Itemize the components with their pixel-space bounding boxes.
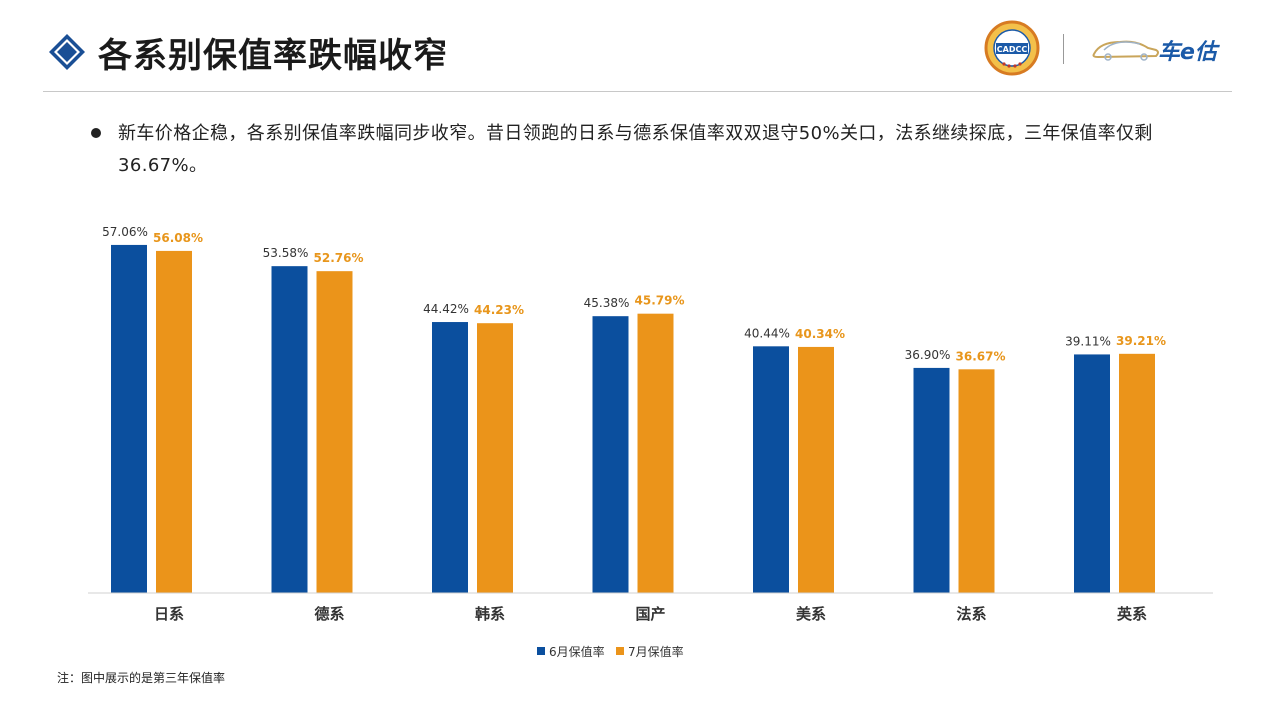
bar-june-3 [592,316,629,593]
bars-group: 57.06% 56.08% 53.58% 52.76% 44.42% 44.23% 45.3… [102,225,1166,594]
data-label-june-2: 44.42% [423,302,469,316]
data-label-july-6: 39.21% [1116,334,1166,348]
legend: 6月保值率 7月保值率 [537,644,684,659]
data-label-june-1: 53.58% [263,246,309,260]
page-title: 各系别保值率跌幅收窄 [98,36,448,76]
diamond-icon [49,34,85,70]
bar-june-1 [271,266,308,593]
bar-july-4 [798,346,834,593]
data-label-july-5: 36.67% [956,349,1006,363]
category-label-1: 德系 [314,605,344,623]
legend-swatch-june [537,647,545,655]
car-logo-icon [1092,40,1159,61]
bar-june-0 [111,244,147,593]
data-label-july-3: 45.79% [635,294,685,308]
category-label-4: 美系 [796,605,826,623]
data-label-july-0: 56.08% [153,231,203,245]
data-label-july-1: 52.76% [314,251,364,265]
header-divider [43,91,1232,92]
bar-july-1 [316,271,353,593]
bar-july-3 [637,313,674,593]
car-logo-text: 车e估 [1158,40,1217,65]
bullet-icon [91,128,101,138]
category-label-6: 英系 [1117,605,1147,623]
summary-text: 新车价格企稳，各系别保值率跌幅同步收窄。昔日领跑的日系与德系保值率双双退守50%… [118,123,1153,176]
bar-june-6 [1074,354,1110,593]
bar-july-5 [958,369,995,593]
header: 各系别保值率跌幅收窄 CADCC 车e估 [0,0,1280,92]
data-label-june-3: 45.38% [584,296,630,310]
category-labels: 日系 德系 韩系 国产 美系 法系 英系 [154,605,1147,623]
category-label-0: 日系 [154,605,184,623]
legend-label-june: 6月保值率 [549,644,605,659]
bar-june-5 [913,367,950,593]
bar-july-0 [156,250,192,594]
data-label-june-5: 36.90% [905,348,951,362]
data-label-june-6: 39.11% [1065,334,1111,348]
bar-june-2 [432,322,468,593]
legend-label-july: 7月保值率 [628,644,684,659]
category-label-2: 韩系 [475,605,505,623]
category-label-5: 法系 [956,605,986,623]
bar-july-6 [1119,353,1155,593]
data-label-june-0: 57.06% [102,225,148,239]
logo-divider [1063,34,1064,64]
cadcc-logo-text: CADCC [997,45,1028,54]
legend-swatch-july [616,647,624,655]
data-label-june-4: 40.44% [744,326,790,340]
cadcc-logo-icon: CADCC [984,20,1040,76]
data-label-july-4: 40.34% [795,327,845,341]
category-label-3: 国产 [635,605,665,623]
bar-june-4 [753,346,789,593]
footnote: 注：图中展示的是第三年保值率 [57,671,226,685]
bar-july-2 [477,323,513,593]
data-label-july-2: 44.23% [474,303,524,317]
